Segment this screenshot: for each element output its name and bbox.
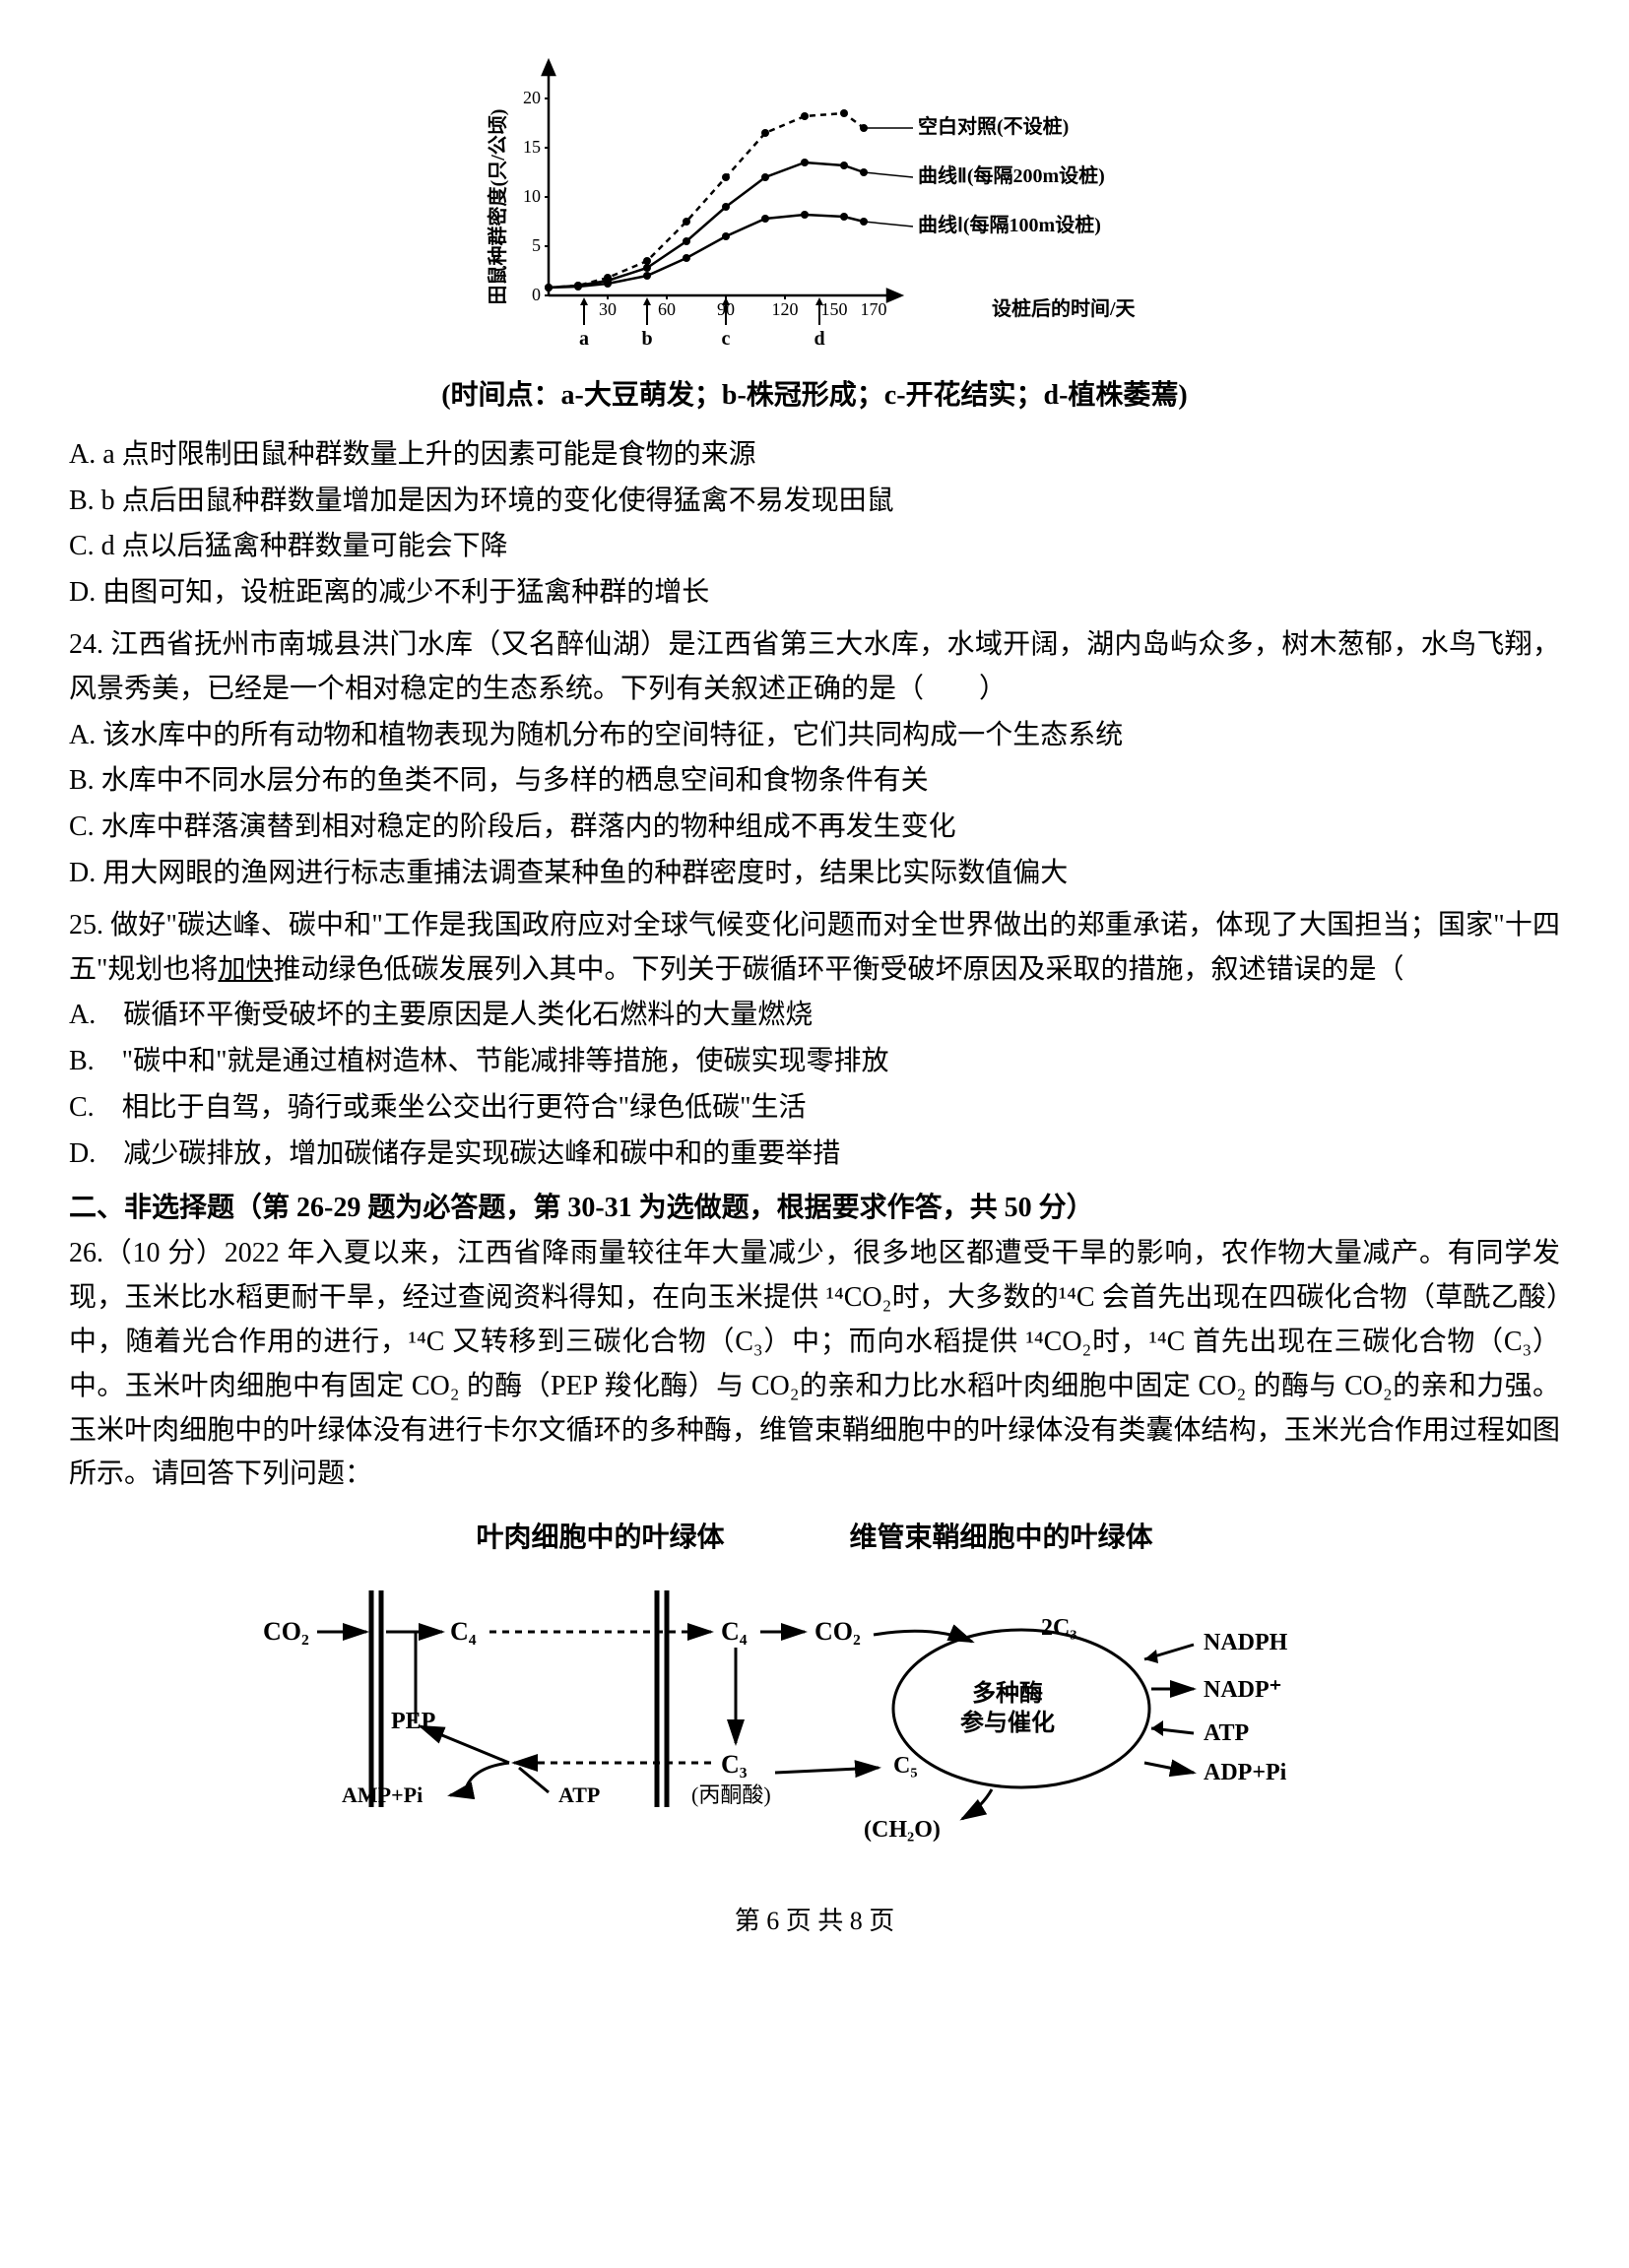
chart-caption: (时间点：a-大豆萌发；b-株冠形成；c-开花结实；d-植株萎蔫) [69, 374, 1560, 419]
svg-text:空白对照(不设桩): 空白对照(不设桩) [918, 114, 1069, 138]
svg-text:C₅: C₅ [893, 1753, 918, 1779]
q23-option-d: D. 由图可知，设桩距离的减少不利于猛禽种群的增长 [69, 571, 1560, 616]
svg-text:b: b [641, 328, 652, 350]
page-footer: 第 6 页 共 8 页 [69, 1901, 1560, 1942]
svg-text:C₄: C₄ [721, 1617, 748, 1646]
svg-text:a: a [579, 328, 589, 350]
svg-text:20: 20 [523, 88, 541, 107]
q23-options: A. a 点时限制田鼠种群数量上升的因素可能是食物的来源 B. b 点后田鼠种群… [69, 433, 1560, 616]
q25-underline: 加快 [218, 954, 273, 985]
diagram-label-left: 叶肉细胞中的叶绿体 [476, 1517, 724, 1561]
svg-text:15: 15 [523, 137, 541, 157]
svg-text:曲线Ⅰ(每隔100m设桩): 曲线Ⅰ(每隔100m设桩) [918, 213, 1101, 236]
q25-option-c: C. 相比于自驾，骑行或乘坐公交出行更符合"绿色低碳"生活 [69, 1086, 1560, 1131]
section2-header: 二、非选择题（第 26-29 题为必答题，第 30-31 为选做题，根据要求作答… [69, 1187, 1560, 1231]
svg-text:多种酶: 多种酶 [972, 1679, 1043, 1707]
photosynthesis-diagram: 叶肉细胞中的叶绿体 维管束鞘细胞中的叶绿体 CO₂ C₄ C₄ CO₂ C₃ (… [69, 1517, 1560, 1861]
svg-text:C₃: C₃ [721, 1750, 748, 1779]
svg-text:ADP+Pi: ADP+Pi [1204, 1760, 1287, 1785]
svg-text:参与催化: 参与催化 [960, 1709, 1055, 1736]
svg-text:AMP+Pi: AMP+Pi [342, 1782, 423, 1807]
q25-stem-p2: 推动绿色低碳发展列入其中。下列关于碳循环平衡受破坏原因及采取的措施，叙述错误的是… [273, 954, 1403, 985]
svg-text:5: 5 [532, 235, 541, 255]
q24-stem: 24. 江西省抚州市南城县洪门水库（又名醉仙湖）是江西省第三大水库，水域开阔，湖… [69, 623, 1560, 712]
svg-text:田鼠种群密度(只/公顷): 田鼠种群密度(只/公顷) [486, 109, 509, 305]
svg-text:170: 170 [861, 299, 887, 319]
svg-text:曲线Ⅱ(每隔200m设桩): 曲线Ⅱ(每隔200m设桩) [918, 163, 1105, 187]
q26-stem: 26.（10 分）2022 年入夏以来，江西省降雨量较往年大量减少，很多地区都遭… [69, 1232, 1560, 1497]
q26: 26.（10 分）2022 年入夏以来，江西省降雨量较往年大量减少，很多地区都遭… [69, 1232, 1560, 1497]
svg-text:NADP⁺: NADP⁺ [1204, 1677, 1281, 1703]
svg-text:30: 30 [599, 299, 617, 319]
svg-text:2C₃: 2C₃ [1041, 1615, 1077, 1641]
q25-stem: 25. 做好"碳达峰、碳中和"工作是我国政府应对全球气候变化问题而对全世界做出的… [69, 904, 1560, 993]
svg-text:ATP: ATP [558, 1782, 600, 1807]
q23-option-a: A. a 点时限制田鼠种群数量上升的因素可能是食物的来源 [69, 433, 1560, 478]
svg-text:10: 10 [523, 186, 541, 206]
q25-option-a: A. 碳循环平衡受破坏的主要原因是人类化石燃料的大量燃烧 [69, 994, 1560, 1038]
q24-option-c: C. 水库中群落演替到相对稳定的阶段后，群落内的物种组成不再发生变化 [69, 806, 1560, 850]
q24-option-b: B. 水库中不同水层分布的鱼类不同，与多样的栖息空间和食物条件有关 [69, 759, 1560, 804]
svg-text:CO₂: CO₂ [814, 1617, 861, 1646]
svg-text:120: 120 [772, 299, 799, 319]
svg-text:c: c [722, 328, 731, 350]
svg-text:(丙酮酸): (丙酮酸) [691, 1782, 771, 1807]
q25: 25. 做好"碳达峰、碳中和"工作是我国政府应对全球气候变化问题而对全世界做出的… [69, 904, 1560, 1177]
diagram-svg: CO₂ C₄ C₄ CO₂ C₃ (丙酮酸) PEP AMP+Pi ATP 多种… [224, 1571, 1405, 1847]
svg-text:0: 0 [532, 285, 541, 304]
svg-text:60: 60 [658, 299, 676, 319]
q23-option-b: B. b 点后田鼠种群数量增加是因为环境的变化使得猛禽不易发现田鼠 [69, 480, 1560, 524]
svg-text:CO₂: CO₂ [263, 1617, 309, 1646]
q23-option-c: C. d 点以后猛禽种群数量可能会下降 [69, 525, 1560, 569]
svg-text:NADPH: NADPH [1204, 1630, 1288, 1655]
chart-container: 田鼠种群密度(只/公顷) 0 5 10 15 20 30 60 90 120 1… [470, 49, 1159, 364]
q24-option-a: A. 该水库中的所有动物和植物表现为随机分布的空间特征，它们共同构成一个生态系统 [69, 714, 1560, 758]
q25-option-d: D. 减少碳排放，增加碳储存是实现碳达峰和碳中和的重要举措 [69, 1133, 1560, 1177]
diagram-label-right: 维管束鞘细胞中的叶绿体 [850, 1517, 1153, 1561]
svg-text:PEP: PEP [391, 1709, 435, 1734]
svg-text:ATP: ATP [1204, 1720, 1249, 1746]
svg-text:150: 150 [821, 299, 848, 319]
svg-text:(CH₂O): (CH₂O) [864, 1817, 941, 1843]
svg-text:d: d [814, 328, 824, 350]
q25-option-b: B. "碳中和"就是通过植树造林、节能减排等措施，使碳实现零排放 [69, 1040, 1560, 1084]
population-chart: 田鼠种群密度(只/公顷) 0 5 10 15 20 30 60 90 120 1… [470, 49, 1159, 364]
q24-option-d: D. 用大网眼的渔网进行标志重捕法调查某种鱼的种群密度时，结果比实际数值偏大 [69, 852, 1560, 896]
svg-text:设桩后的时间/天: 设桩后的时间/天 [992, 296, 1137, 320]
q24: 24. 江西省抚州市南城县洪门水库（又名醉仙湖）是江西省第三大水库，水域开阔，湖… [69, 623, 1560, 896]
svg-text:C₄: C₄ [450, 1617, 477, 1646]
